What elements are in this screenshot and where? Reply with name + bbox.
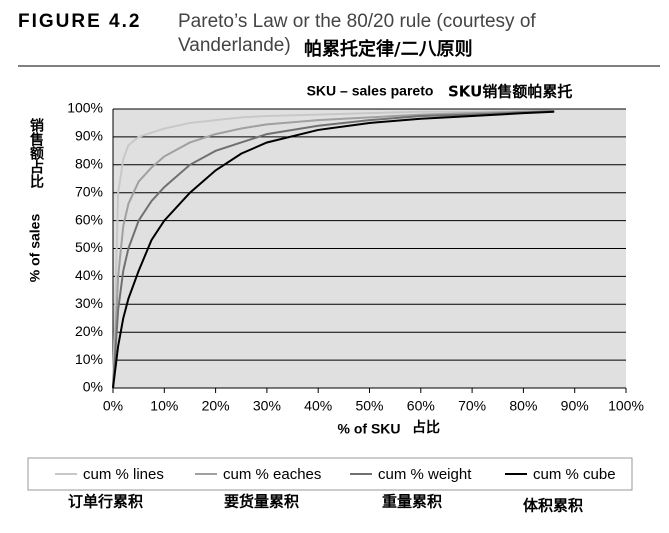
legend-note: 体积累积 bbox=[523, 497, 583, 515]
y-tick-label: 30% bbox=[75, 295, 103, 311]
series-line bbox=[112, 109, 555, 389]
caption: Vanderlande) bbox=[178, 35, 291, 56]
legend bbox=[27, 457, 633, 491]
x-tick-label: 50% bbox=[355, 398, 383, 414]
legend-note: 订单行累积 bbox=[68, 493, 143, 511]
x-tick-label: 0% bbox=[103, 398, 123, 414]
x-tick-label: 70% bbox=[458, 398, 486, 414]
legend-note: 重量累积 bbox=[382, 493, 442, 511]
chart-title: SKU – sales pareto bbox=[307, 83, 434, 99]
y-tick-label: 100% bbox=[67, 100, 103, 116]
y-axis-label-cn: 销售额占比 bbox=[28, 117, 45, 189]
x-tick-label: 60% bbox=[407, 398, 435, 414]
x-tick-label: 20% bbox=[202, 398, 230, 414]
y-tick-label: 20% bbox=[75, 323, 103, 339]
y-tick-label: 90% bbox=[75, 128, 103, 144]
legend-note: 要货量累积 bbox=[224, 493, 299, 511]
x-tick-label: 10% bbox=[150, 398, 178, 414]
figure-label: FIGURE 4.2 bbox=[18, 11, 141, 32]
y-tick-label: 10% bbox=[75, 351, 103, 367]
legend-label: cum % cube bbox=[533, 466, 616, 483]
legend-label: cum % lines bbox=[83, 466, 164, 483]
x-tick-label: 100% bbox=[608, 398, 644, 414]
y-tick-label: 70% bbox=[75, 183, 103, 199]
x-axis-label: % of SKU bbox=[338, 421, 401, 437]
x-tick-label: 30% bbox=[253, 398, 281, 414]
series-line bbox=[112, 109, 555, 389]
y-axis-label: % of sales bbox=[27, 214, 43, 283]
x-tick-label: 40% bbox=[304, 398, 332, 414]
series-line bbox=[112, 110, 555, 389]
series-line bbox=[112, 110, 555, 389]
y-tick-label: 60% bbox=[75, 211, 103, 227]
y-tick-label: 50% bbox=[75, 239, 103, 255]
chart-title-cn: SKU销售额帕累托 bbox=[448, 83, 572, 101]
caption-cn: 帕累托定律/二八原则 bbox=[304, 38, 473, 60]
x-axis-label-cn: 占比 bbox=[412, 419, 440, 436]
y-tick-label: 0% bbox=[83, 379, 103, 395]
caption: Pareto’s Law or the 80/20 rule (courtesy… bbox=[178, 11, 536, 32]
x-tick-label: 80% bbox=[509, 398, 537, 414]
x-tick-label: 90% bbox=[561, 398, 589, 414]
legend-label: cum % weight bbox=[378, 466, 472, 483]
y-tick-label: 40% bbox=[75, 267, 103, 283]
legend-label: cum % eaches bbox=[223, 466, 321, 483]
y-tick-label: 80% bbox=[75, 156, 103, 172]
